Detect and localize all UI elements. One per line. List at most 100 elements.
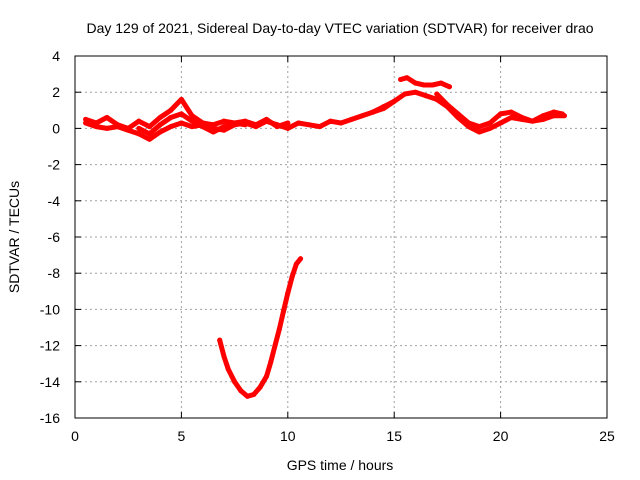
y-tick-label: -12 [40, 338, 60, 354]
data-point [225, 366, 231, 372]
data-point [146, 136, 152, 142]
data-point [168, 115, 174, 121]
data-point [157, 122, 163, 128]
data-point [189, 118, 195, 124]
data-point [447, 84, 453, 90]
data-point [217, 337, 223, 343]
data-point [115, 122, 121, 128]
data-point [298, 256, 304, 262]
data-point [242, 118, 248, 124]
data-point [551, 109, 557, 115]
data-point [221, 353, 227, 359]
data-point [338, 120, 344, 126]
data-point [178, 111, 184, 117]
data-point [200, 124, 206, 130]
x-tick-label: 20 [493, 428, 509, 444]
data-point [257, 384, 263, 390]
data-layer [83, 75, 567, 399]
data-point [455, 111, 461, 117]
x-tick-label: 15 [386, 428, 402, 444]
y-tick-label: -6 [48, 229, 61, 245]
y-tick-label: -8 [48, 265, 61, 281]
data-point [498, 111, 504, 117]
y-tick-label: -10 [40, 301, 60, 317]
data-point [104, 125, 110, 131]
y-tick-label: 2 [52, 84, 60, 100]
data-point [238, 388, 244, 394]
data-point [289, 274, 295, 280]
data-point [423, 93, 429, 99]
x-tick-label: 5 [178, 428, 186, 444]
data-point [268, 359, 274, 365]
data-point [327, 118, 333, 124]
x-tick-label: 10 [280, 428, 296, 444]
data-point [272, 343, 278, 349]
data-point [381, 105, 387, 111]
data-point [317, 124, 323, 130]
data-point [434, 91, 440, 97]
data-point [125, 125, 131, 131]
data-point [438, 80, 444, 86]
data-point [232, 120, 238, 126]
y-tick-label: -16 [40, 410, 60, 426]
y-tick-label: 0 [52, 120, 60, 136]
data-point [253, 122, 259, 128]
data-point [178, 120, 184, 126]
data-point [349, 116, 355, 122]
data-point [498, 120, 504, 126]
data-point [93, 120, 99, 126]
data-point [398, 77, 404, 83]
data-point [264, 116, 270, 122]
data-point [285, 125, 291, 131]
data-point [281, 308, 287, 314]
data-point [136, 131, 142, 137]
data-point [476, 129, 482, 135]
data-point [306, 122, 312, 128]
data-point [404, 75, 410, 81]
data-point [293, 261, 299, 267]
data-point [251, 391, 257, 397]
data-point [391, 98, 397, 104]
data-point [232, 379, 238, 385]
data-point [83, 116, 89, 122]
series-line-arc-2 [83, 96, 248, 131]
data-point [136, 125, 142, 131]
y-tick-label: -14 [40, 374, 60, 390]
data-point [285, 120, 291, 126]
data-point [421, 82, 427, 88]
x-axis-title: GPS time / hours [287, 457, 394, 473]
data-point [476, 124, 482, 130]
data-point [444, 102, 450, 108]
data-point [168, 124, 174, 130]
data-point [221, 118, 227, 124]
data-point [487, 125, 493, 131]
data-point [508, 109, 514, 115]
data-point [519, 115, 525, 121]
data-point [530, 118, 536, 124]
y-tick-label: -2 [48, 157, 61, 173]
series-line-arc-4 [217, 256, 304, 399]
data-point [157, 115, 163, 121]
x-tick-label: 0 [71, 428, 79, 444]
data-point [146, 124, 152, 130]
data-point [370, 109, 376, 115]
data-point [487, 120, 493, 126]
data-point [359, 113, 365, 119]
data-point [295, 120, 301, 126]
data-point [466, 120, 472, 126]
data-point [93, 124, 99, 130]
data-point [210, 129, 216, 135]
y-tick-label: 4 [52, 48, 60, 64]
data-point [412, 89, 418, 95]
data-point [508, 115, 514, 121]
data-point [157, 129, 163, 135]
chart-title: Day 129 of 2021, Sidereal Day-to-day VTE… [86, 20, 593, 36]
data-point [430, 82, 436, 88]
data-point [540, 113, 546, 119]
data-point [402, 91, 408, 97]
data-point [168, 107, 174, 113]
data-point [274, 124, 280, 130]
data-point [244, 393, 250, 399]
